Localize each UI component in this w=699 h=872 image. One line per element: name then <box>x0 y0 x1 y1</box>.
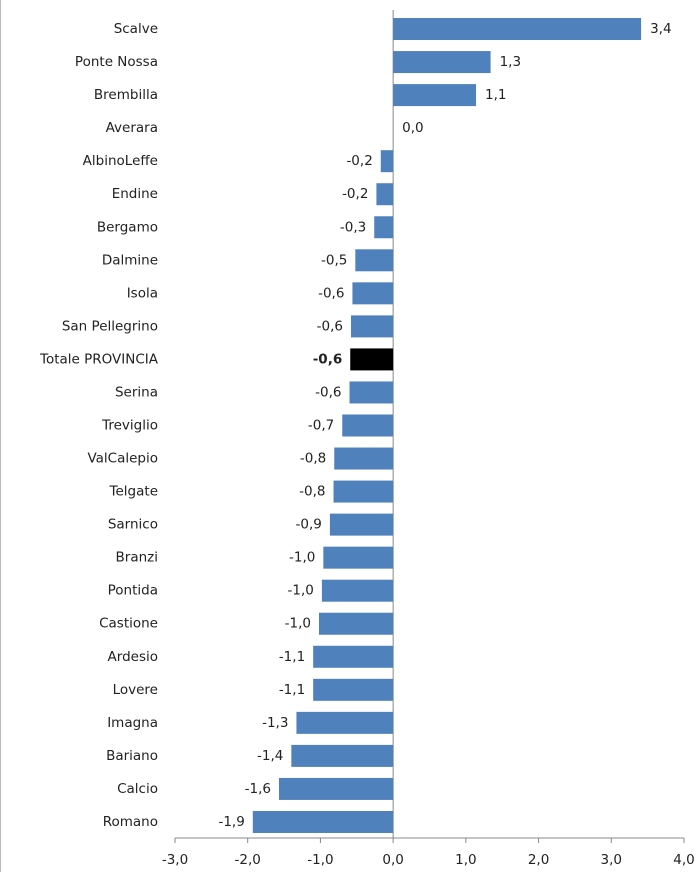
category-label: Brembilla <box>94 87 158 103</box>
category-label: Averara <box>106 120 158 136</box>
category-label: Bergamo <box>97 219 158 235</box>
category-label: AlbinoLeffe <box>83 153 158 169</box>
value-label: -1,0 <box>288 583 314 599</box>
category-label: Imagna <box>107 715 158 731</box>
value-label: -0,6 <box>317 318 343 334</box>
category-label: Ponte Nossa <box>75 54 158 70</box>
value-label: -0,6 <box>318 285 344 301</box>
category-label: Romano <box>103 814 158 830</box>
bar <box>321 579 394 602</box>
bar <box>349 381 394 404</box>
value-label: -0,7 <box>308 418 334 434</box>
category-label: Telgate <box>109 484 158 500</box>
bar <box>380 150 394 173</box>
category-label: Scalve <box>114 21 158 37</box>
value-label: 3,4 <box>650 21 671 37</box>
value-label: -0,9 <box>296 517 322 533</box>
value-label: 1,3 <box>500 54 521 70</box>
bar <box>374 216 394 239</box>
bar <box>252 810 394 833</box>
x-tick-label: -2,0 <box>235 852 261 868</box>
bar <box>393 18 642 41</box>
x-tick-label: 4,0 <box>673 852 694 868</box>
bar <box>313 645 394 668</box>
x-tick-label: -3,0 <box>162 852 188 868</box>
value-label: -1,4 <box>257 748 283 764</box>
value-label: -1,1 <box>279 649 305 665</box>
bar <box>318 612 394 635</box>
value-label: -0,2 <box>342 186 368 202</box>
x-tick-label: -1,0 <box>307 852 333 868</box>
category-label: Dalmine <box>102 252 158 268</box>
bar <box>334 447 394 470</box>
value-label: -1,1 <box>279 682 305 698</box>
category-label: Endine <box>112 186 158 202</box>
category-label: Serina <box>115 384 158 400</box>
category-label: Pontida <box>108 583 158 599</box>
category-label: Bariano <box>106 748 158 764</box>
x-tick-label: 2,0 <box>528 852 549 868</box>
category-label: Sarnico <box>108 517 158 533</box>
value-label: -0,5 <box>321 252 347 268</box>
value-label: -0,6 <box>313 351 343 367</box>
x-tick-label: 1,0 <box>455 852 476 868</box>
bar <box>323 546 394 569</box>
category-label: Isola <box>127 285 158 301</box>
category-label: San Pellegrino <box>62 318 158 334</box>
category-label: Castione <box>99 616 158 632</box>
category-label: Calcio <box>117 781 158 797</box>
bar <box>278 777 394 800</box>
bar <box>352 282 394 305</box>
category-label: Lovere <box>113 682 158 698</box>
value-label: -0,6 <box>315 384 341 400</box>
bar <box>393 84 477 107</box>
bar <box>342 414 394 437</box>
value-label: -1,0 <box>285 616 311 632</box>
value-label: -1,0 <box>289 550 315 566</box>
bar <box>393 51 491 74</box>
bar <box>333 480 394 503</box>
category-label: Totale PROVINCIA <box>39 351 159 367</box>
bar <box>350 348 394 371</box>
value-label: -0,8 <box>300 451 326 467</box>
value-label: -1,3 <box>262 715 288 731</box>
value-label: -0,3 <box>340 219 366 235</box>
bar <box>313 678 394 701</box>
value-label: -1,9 <box>218 814 244 830</box>
x-tick-label: 0,0 <box>382 852 403 868</box>
bar <box>291 744 394 767</box>
value-label: -0,8 <box>299 484 325 500</box>
category-label: ValCalepio <box>87 451 158 467</box>
bar <box>329 513 394 536</box>
bar <box>355 249 394 272</box>
bar <box>376 183 394 206</box>
value-label: 0,0 <box>402 120 423 136</box>
bar <box>350 315 394 338</box>
bar <box>296 711 394 734</box>
value-label: 1,1 <box>485 87 506 103</box>
category-label: Branzi <box>116 550 158 566</box>
category-label: Treviglio <box>101 418 158 434</box>
value-label: -1,6 <box>245 781 271 797</box>
value-label: -0,2 <box>346 153 372 169</box>
x-tick-label: 3,0 <box>601 852 622 868</box>
category-label: Ardesio <box>108 649 158 665</box>
